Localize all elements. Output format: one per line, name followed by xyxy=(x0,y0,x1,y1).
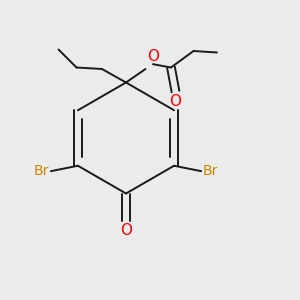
Text: O: O xyxy=(169,94,181,109)
Text: O: O xyxy=(147,50,159,64)
Text: Br: Br xyxy=(202,164,218,178)
Text: O: O xyxy=(120,223,132,238)
Text: Br: Br xyxy=(34,164,50,178)
